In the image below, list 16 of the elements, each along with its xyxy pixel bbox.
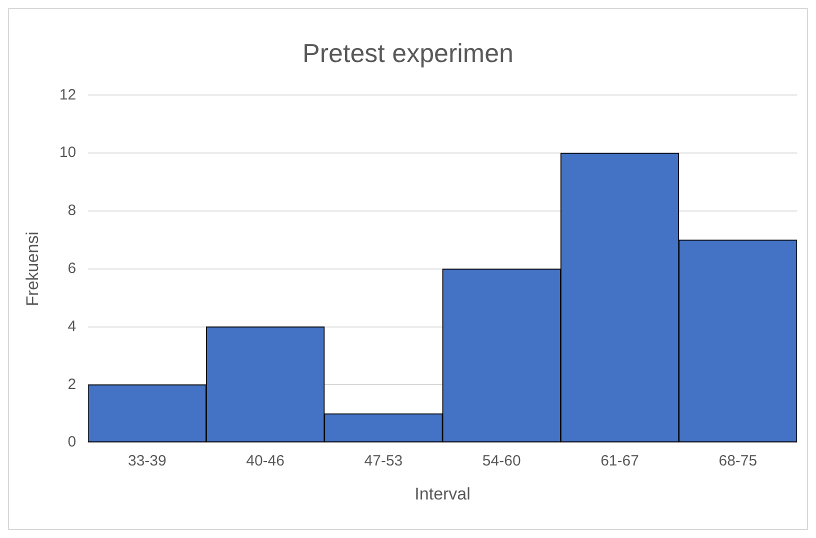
y-tick-label: 4 bbox=[68, 318, 76, 335]
x-axis-title: Interval bbox=[414, 484, 470, 504]
x-tick-label: 47-53 bbox=[364, 452, 403, 470]
y-tick-label: 10 bbox=[59, 144, 76, 162]
x-tick-label: 68-75 bbox=[718, 452, 758, 470]
x-tick-label: 33-39 bbox=[128, 452, 166, 470]
x-tick-label: 54-60 bbox=[482, 452, 521, 470]
y-tick-label: 2 bbox=[68, 376, 76, 393]
chart-title: Pretest experimen bbox=[302, 38, 514, 68]
y-tick-label: 0 bbox=[68, 434, 76, 451]
x-tick-label: 61-67 bbox=[600, 452, 639, 470]
y-tick-label: 6 bbox=[68, 260, 76, 278]
y-tick-label: 12 bbox=[59, 86, 76, 104]
y-tick-label: 8 bbox=[68, 202, 76, 220]
y-axis-title: Frekuensi bbox=[22, 232, 42, 306]
x-tick-label: 40-46 bbox=[246, 452, 284, 470]
